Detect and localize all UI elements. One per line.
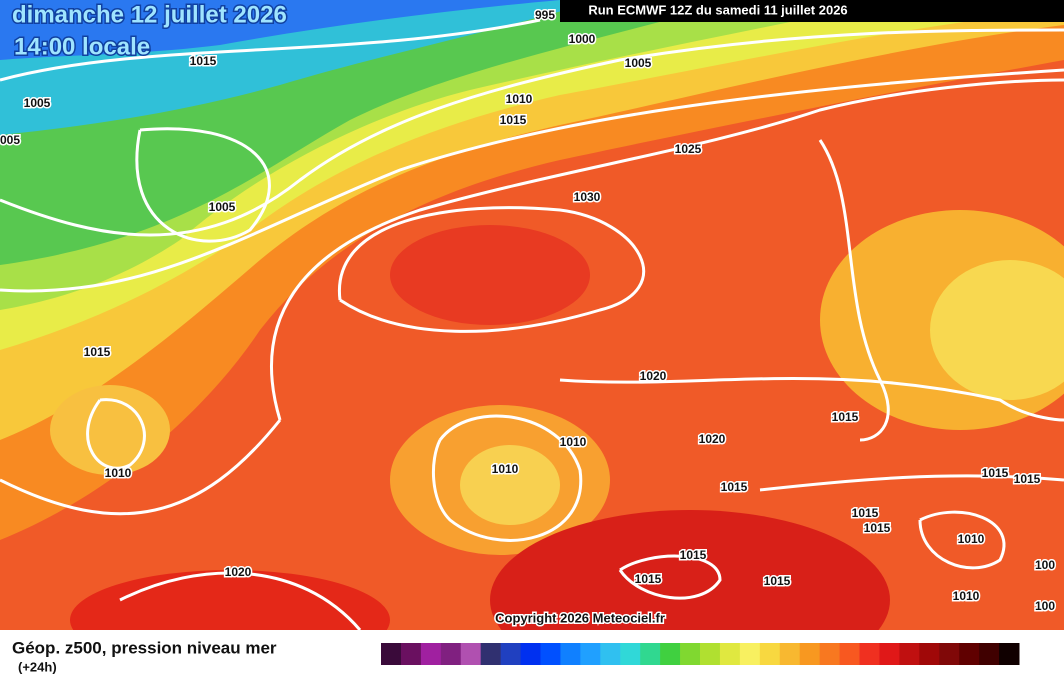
isobar-label: 1015: [982, 466, 1009, 480]
isobar-label: 1010: [105, 466, 132, 480]
isobar-label: 1020: [225, 565, 252, 579]
scale-swatch: [979, 643, 1000, 665]
isobar-label: 1030: [574, 190, 601, 204]
scale-swatch: [959, 643, 980, 665]
isobar-label: 1015: [635, 572, 662, 586]
isobar-label: 1015: [832, 410, 859, 424]
isobar-label: 1005: [209, 200, 236, 214]
isobar-label: 1015: [852, 506, 879, 520]
isobar-label: 995: [535, 8, 555, 22]
date: dimanche 12 juillet 2026: [12, 1, 287, 28]
scale-swatch: [400, 643, 422, 665]
isobar-label: 1020: [640, 369, 667, 383]
color-scale: [381, 643, 1020, 665]
isobar-label: 1025: [675, 142, 702, 156]
scale-swatch: [739, 643, 761, 665]
isobar-label: 005: [0, 133, 20, 147]
scale-swatch: [680, 643, 701, 665]
scale-swatch: [540, 643, 561, 665]
scale-swatch: [560, 643, 581, 665]
scale-swatch: [640, 643, 661, 665]
time: 14:00 locale: [14, 33, 150, 60]
scale-swatch: [799, 643, 821, 665]
scale-swatch: [899, 643, 920, 665]
scale-swatch: [779, 643, 801, 665]
scale-swatch: [660, 643, 681, 665]
scale-swatch: [999, 643, 1020, 665]
legend-title: Géop. z500, pression niveau mer: [12, 638, 277, 657]
contour-zone: [930, 260, 1064, 400]
isobar-label: 1015: [721, 480, 748, 494]
isobar-labels: 995 1000 1005 1015 1005 005 1010 1015 1025 1005 10…: [0, 7, 1057, 615]
isobar-label: 1015: [680, 548, 707, 562]
scale-swatch: [580, 643, 601, 665]
scale-swatch: [600, 643, 621, 665]
copyright: Copyright 2026 Meteociel.fr: [495, 610, 665, 625]
run-info: Run ECMWF 12Z du samedi 11 juillet 2026: [588, 2, 847, 17]
scale-swatch: [859, 643, 880, 665]
contour-zone: [460, 445, 560, 525]
isobar-label: 1020: [699, 432, 726, 446]
isobar-label: 1005: [625, 56, 652, 70]
scale-swatch: [520, 643, 541, 665]
contour-zone: [390, 225, 590, 325]
isobar-label: 1010: [953, 589, 980, 603]
contour-zone: [0, 0, 560, 60]
scale-swatch: [620, 643, 641, 665]
scale-swatch: [500, 643, 522, 665]
isobar-label: 1005: [24, 96, 51, 110]
scale-swatch: [700, 643, 721, 665]
run-box: [560, 0, 1064, 22]
legend-step: (+24h): [18, 659, 57, 674]
scale-swatch: [819, 643, 841, 665]
scale-swatch: [839, 643, 860, 665]
isobar-label: 1010: [958, 532, 985, 546]
scale-swatch: [381, 643, 402, 665]
isobar-label: 1015: [190, 54, 217, 68]
isobar-label: 1015: [84, 345, 111, 359]
isobar-label: 1015: [500, 113, 527, 127]
scale-swatch: [919, 643, 940, 665]
isobar-label: 1010: [560, 435, 587, 449]
scale-swatch: [480, 643, 502, 665]
scale-swatch: [460, 643, 482, 665]
scale-swatch: [440, 643, 462, 665]
isobar-label: 1010: [506, 92, 533, 106]
isobar-label: 1015: [764, 574, 791, 588]
scale-swatch: [879, 643, 900, 665]
scale-swatch: [939, 643, 960, 665]
scale-swatch: [719, 643, 741, 665]
scale-swatch: [759, 643, 781, 665]
isobar-label: 100: [1035, 599, 1055, 613]
scale-swatch: [420, 643, 442, 665]
isobar-label: 1000: [569, 32, 596, 46]
isobar-label: 1015: [1014, 472, 1041, 486]
isobars: [0, 18, 1064, 631]
isobar-label: 1010: [492, 462, 519, 476]
isobar-label: 1015: [864, 521, 891, 535]
isobar-label: 100: [1035, 558, 1055, 572]
